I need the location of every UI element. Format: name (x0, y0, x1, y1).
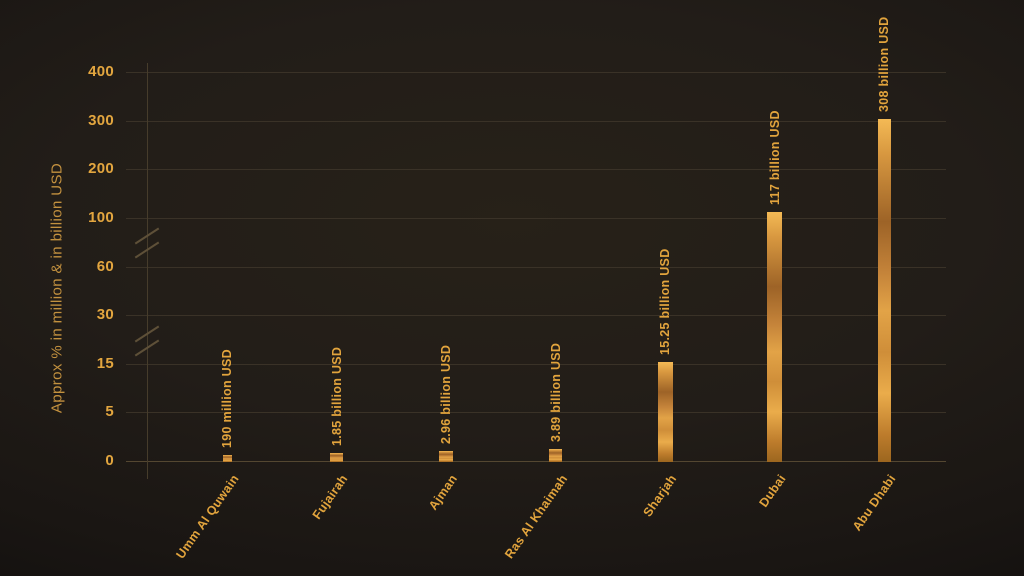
bar-value-label: 190 million USD (220, 349, 234, 448)
y-axis-line (147, 63, 148, 479)
bar (657, 362, 673, 462)
bar (330, 453, 343, 462)
bar-value-label: 2.96 billion USD (439, 344, 453, 444)
bar-value-label: 3.89 billion USD (548, 342, 563, 442)
gridline (126, 120, 946, 122)
y-tick-label: 60 (96, 257, 114, 275)
y-tick-label: 5 (105, 403, 114, 421)
bar (877, 119, 891, 462)
x-category-label: Fujairah (310, 472, 351, 522)
y-tick-label: 0 (105, 452, 114, 469)
y-tick-label: 400 (88, 63, 114, 81)
y-tick-label: 30 (96, 306, 114, 324)
x-category-label: Dubai (756, 472, 789, 510)
gridline (126, 169, 946, 171)
x-category-label: Ras Al Khaimah (501, 472, 570, 562)
gridline (126, 412, 946, 414)
bar (767, 212, 782, 462)
y-tick-label: 100 (88, 209, 114, 226)
y-tick-label: 300 (88, 111, 114, 129)
bar-value-label: 117 billion USD (767, 110, 782, 205)
x-category-label: Sharjah (640, 472, 680, 520)
gridline (126, 266, 946, 268)
gridline (126, 461, 946, 462)
x-category-label: Umm Al Quwain (173, 472, 242, 562)
bar-value-label: 15.25 billion USD (658, 248, 672, 355)
bar (439, 451, 453, 462)
y-tick-label: 200 (88, 160, 114, 178)
bar (222, 455, 232, 462)
y-axis-title: Approx % in million & in billion USD (48, 162, 66, 414)
gridline (126, 315, 946, 317)
bar-value-label: 1.85 billion USD (329, 346, 344, 446)
x-category-label: Abu Dhabi (849, 472, 899, 534)
bar-value-label: 308 billion USD (877, 16, 891, 113)
gridline (126, 218, 946, 219)
bar (549, 449, 562, 462)
y-tick-label: 15 (96, 354, 114, 372)
gridline (126, 363, 946, 365)
x-category-label: Ajman (426, 472, 461, 513)
gridline (126, 72, 946, 74)
